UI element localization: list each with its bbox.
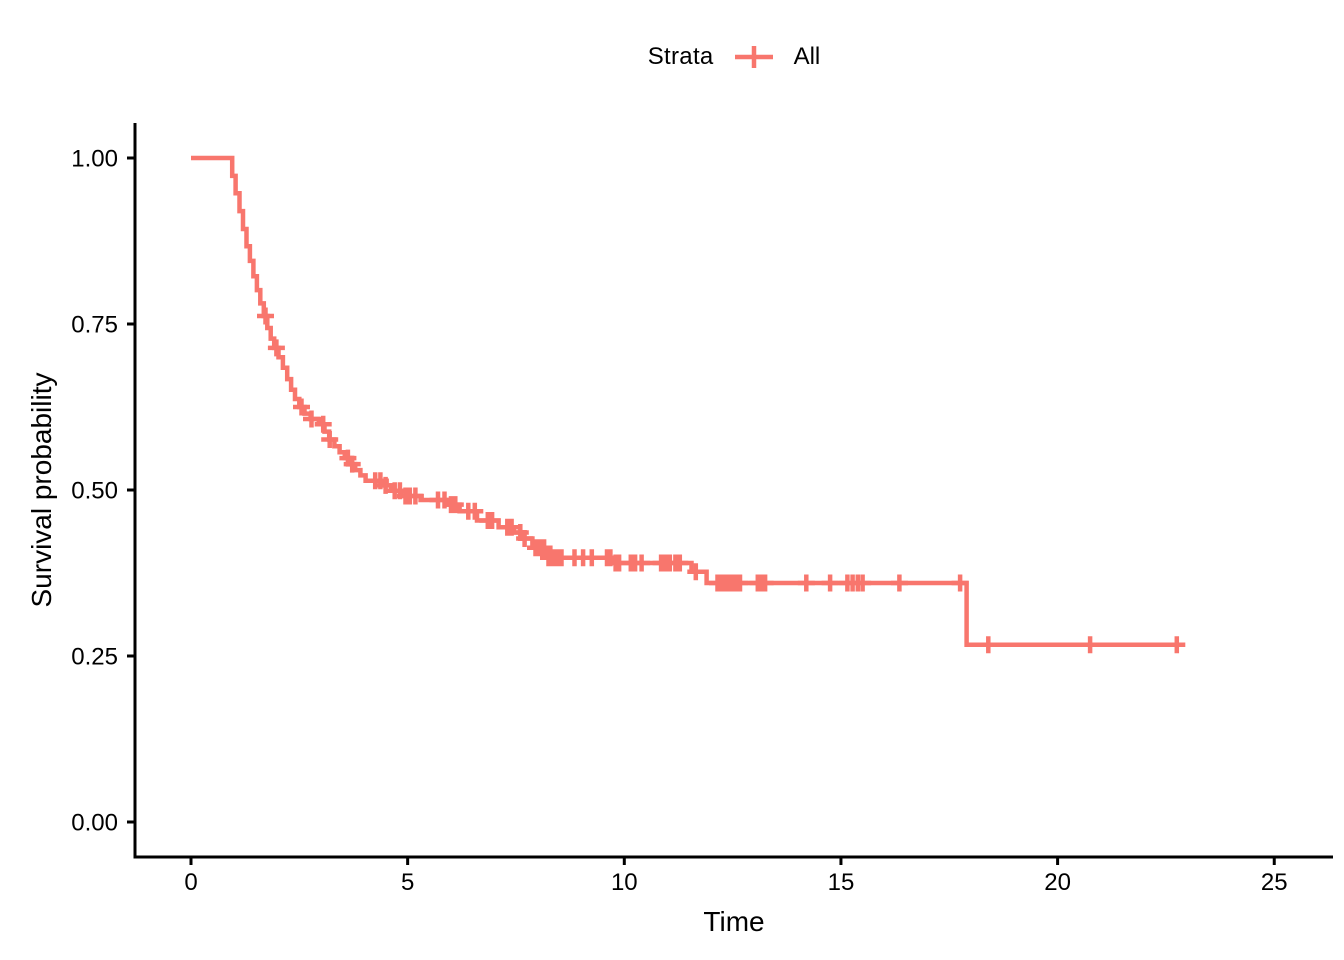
x-axis-title: Time <box>703 906 765 937</box>
x-tick-label: 20 <box>1044 869 1071 896</box>
y-tick-label: 0.25 <box>71 644 118 671</box>
y-tick-label: 0.75 <box>71 312 118 339</box>
y-tick-label: 1.00 <box>71 146 118 173</box>
legend-key-plus-icon <box>734 46 773 68</box>
x-tick-label: 5 <box>401 869 414 896</box>
censor-marks <box>257 307 1186 654</box>
legend: Strata All <box>135 38 1333 76</box>
x-tick-label: 10 <box>611 869 638 896</box>
legend-title: Strata <box>647 43 714 70</box>
survival-curve-all <box>191 155 1182 647</box>
x-tick-label: 0 <box>184 869 197 896</box>
y-tick-label: 0.50 <box>71 478 118 505</box>
x-tick-label: 15 <box>828 869 855 896</box>
y-tick-label: 0.00 <box>71 810 118 837</box>
legend-item-label-all: All <box>793 43 821 70</box>
x-tick-label: 25 <box>1261 869 1288 896</box>
